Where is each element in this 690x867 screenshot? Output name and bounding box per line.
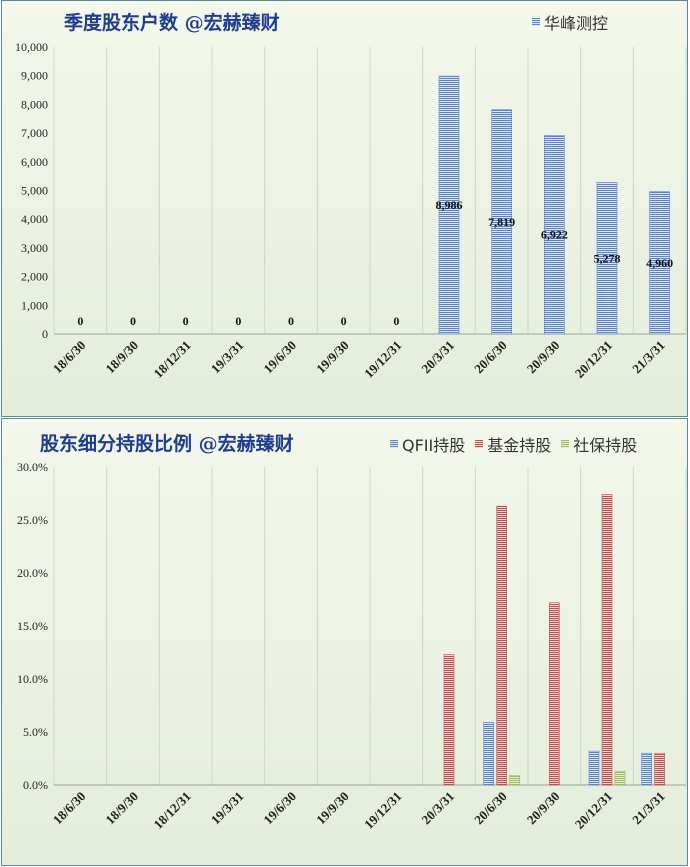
data-label: 5,278 <box>594 251 621 265</box>
y-tick-label: 2,000 <box>21 270 48 284</box>
bar <box>496 505 507 786</box>
bar <box>596 182 618 335</box>
y-tick-label: 6,000 <box>21 155 48 169</box>
x-tick-label: 18/6/30 <box>50 338 89 377</box>
x-tick-label: 20/9/30 <box>524 338 563 377</box>
data-label: 8,986 <box>436 198 463 212</box>
bar <box>491 109 512 335</box>
y-tick-label: 25.0% <box>17 513 48 527</box>
y-tick-label: 30.0% <box>17 460 48 474</box>
legend-swatch-fund <box>475 440 484 448</box>
chart2-title: 股东细分持股比例 @宏赫臻财 <box>40 433 294 455</box>
y-tick-label: 10,000 <box>15 40 48 54</box>
y-tick-label: 9,000 <box>21 69 48 83</box>
bar <box>649 191 670 335</box>
x-tick-label: 21/3/31 <box>629 338 668 377</box>
x-tick-label: 20/6/30 <box>471 789 510 828</box>
chart2-legend: QFII持股 基金持股 社保持股 <box>390 432 637 456</box>
data-label: 0 <box>183 314 189 328</box>
bar <box>614 770 626 786</box>
y-tick-label: 5.0% <box>23 725 48 739</box>
x-tick-label: 20/3/31 <box>418 789 457 828</box>
x-tick-label: 18/9/30 <box>102 789 141 828</box>
data-label: 6,922 <box>541 228 568 242</box>
legend-swatch-blue <box>532 18 540 26</box>
holding-ratio-chart-panel <box>1 418 688 866</box>
data-label: 0 <box>130 314 136 328</box>
y-tick-label: 0 <box>42 327 48 341</box>
bar <box>601 494 613 786</box>
y-tick-label: 3,000 <box>21 241 48 255</box>
y-tick-label: 0.0% <box>23 778 48 792</box>
y-tick-label: 20.0% <box>17 566 48 580</box>
bar <box>588 750 600 786</box>
chart1-plot: 0 1,000 2,000 3,000 4,000 5,000 6,000 7,000 8,00… <box>15 40 687 381</box>
y-tick-label: 4,000 <box>21 212 48 226</box>
bar <box>438 75 460 335</box>
x-tick-label: 18/12/31 <box>150 338 193 381</box>
x-tick-label: 20/9/30 <box>524 789 563 828</box>
bar <box>443 654 455 786</box>
x-tick-label: 19/3/31 <box>208 789 247 828</box>
data-label: 0 <box>235 314 241 328</box>
legend-label-social: 社保持股 <box>573 436 638 455</box>
chart2-plot: 0.0% 5.0% 10.0% 15.0% 20.0% 25.0% 30.0% 18/6/30… <box>17 460 687 832</box>
data-label: 0 <box>77 314 83 328</box>
legend-label-qfii: QFII持股 <box>402 436 466 455</box>
data-label: 0 <box>393 314 399 328</box>
x-tick-label: 19/12/31 <box>361 789 404 832</box>
household-chart-panel <box>1 0 688 417</box>
x-tick-label: 19/6/30 <box>260 338 299 377</box>
x-tick-label: 19/6/30 <box>260 789 299 828</box>
x-tick-label: 21/3/31 <box>629 789 668 828</box>
x-tick-label: 20/12/31 <box>572 789 615 832</box>
data-label: 4,960 <box>646 256 673 270</box>
bar <box>509 775 520 786</box>
legend-swatch-social <box>561 440 570 448</box>
data-label: 0 <box>341 314 347 328</box>
y-tick-label: 8,000 <box>21 97 48 111</box>
y-tick-label: 10.0% <box>17 672 48 686</box>
legend-swatch-qfii <box>390 440 398 448</box>
x-tick-label: 20/6/30 <box>471 338 510 377</box>
x-tick-label: 18/9/30 <box>102 338 141 377</box>
x-tick-label: 18/12/31 <box>150 789 193 832</box>
y-tick-label: 1,000 <box>21 298 48 312</box>
x-tick-label: 20/12/31 <box>572 338 615 381</box>
x-tick-label: 19/9/30 <box>313 789 352 828</box>
legend-label-huafeng: 华峰测控 <box>544 14 609 33</box>
data-label: 7,819 <box>488 215 515 229</box>
bar <box>654 752 665 786</box>
bar <box>641 752 652 786</box>
legend-label-fund: 基金持股 <box>487 436 552 455</box>
y-tick-label: 7,000 <box>21 126 48 140</box>
bar <box>549 602 560 786</box>
x-tick-label: 18/6/30 <box>50 789 89 828</box>
x-tick-label: 19/12/31 <box>361 338 404 381</box>
data-label: 0 <box>288 314 294 328</box>
x-tick-label: 19/9/30 <box>313 338 352 377</box>
y-tick-label: 5,000 <box>21 184 48 198</box>
chart1-legend: 华峰测控 <box>532 10 608 34</box>
y-tick-label: 15.0% <box>17 619 48 633</box>
chart1-title: 季度股东户数 @宏赫臻财 <box>64 12 280 34</box>
x-tick-label: 20/3/31 <box>418 338 457 377</box>
bar <box>483 722 494 786</box>
x-tick-label: 19/3/31 <box>208 338 247 377</box>
bar <box>544 135 565 335</box>
